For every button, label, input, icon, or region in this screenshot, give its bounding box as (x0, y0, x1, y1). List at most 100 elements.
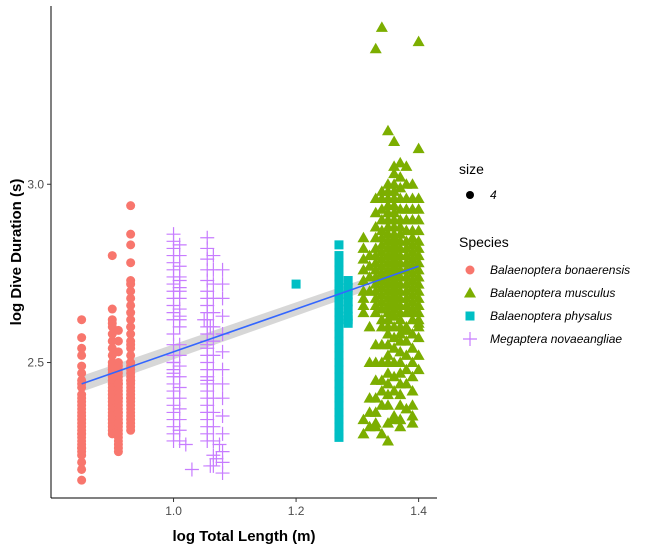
data-point (77, 361, 87, 371)
data-point (406, 267, 419, 278)
data-point (375, 385, 388, 396)
data-point (215, 376, 230, 391)
data-point (406, 295, 419, 307)
x-tick-label: 1.2 (288, 504, 305, 518)
data-point (334, 329, 344, 339)
data-point (334, 322, 344, 332)
data-point (334, 350, 344, 360)
data-point (406, 417, 419, 428)
data-point (126, 308, 136, 318)
data-point (77, 475, 87, 485)
data-point (412, 235, 425, 246)
data-point (375, 303, 388, 314)
data-point (406, 328, 419, 339)
data-point (388, 370, 401, 382)
data-point (357, 242, 370, 253)
data-point (215, 291, 230, 306)
data-point (388, 410, 401, 421)
data-point (77, 333, 87, 343)
data-point (369, 42, 382, 54)
data-point (203, 458, 218, 473)
data-point (412, 263, 425, 275)
data-point (400, 402, 413, 414)
data-point (388, 206, 401, 218)
data-point (184, 462, 199, 477)
data-point (334, 279, 344, 289)
axes-layer (50, 6, 437, 499)
data-point (412, 35, 425, 47)
data-point (334, 358, 344, 368)
data-point (113, 447, 123, 457)
data-point (394, 413, 407, 425)
data-point (388, 303, 401, 314)
data-point (388, 199, 401, 211)
data-point (394, 345, 407, 357)
data-point (394, 367, 407, 378)
species-legend-items: Balaenoptera bonaerensis Balaenoptera mus… (463, 263, 630, 346)
data-point (412, 249, 425, 261)
data-point (291, 279, 301, 289)
data-point (357, 231, 370, 243)
data-point (406, 231, 419, 243)
data-point (375, 21, 388, 32)
data-point (206, 248, 221, 263)
data-point (215, 262, 230, 277)
data-point (215, 409, 230, 423)
size-legend-title: size (459, 161, 484, 177)
data-point (388, 185, 401, 196)
data-point (126, 329, 136, 339)
data-point (206, 348, 221, 363)
data-point (412, 285, 425, 296)
data-point (381, 377, 394, 389)
data-point (126, 201, 136, 211)
data-point (400, 285, 413, 296)
data-point (172, 284, 187, 299)
series-3 (166, 227, 230, 481)
data-point (388, 310, 401, 321)
data-point (343, 276, 353, 286)
data-point (113, 407, 123, 417)
data-point (334, 293, 344, 303)
data-point (334, 386, 344, 396)
data-point (363, 406, 376, 417)
data-point (381, 313, 394, 325)
data-point (394, 356, 407, 368)
data-point (334, 308, 344, 318)
data-point (357, 253, 370, 264)
data-point (394, 313, 407, 325)
data-point (400, 349, 413, 360)
data-point (206, 405, 221, 420)
legend-label: Megaptera novaeangliae (490, 332, 622, 346)
y-tick-label: 3.0 (27, 177, 44, 191)
data-point (369, 206, 382, 218)
data-point (357, 427, 370, 439)
data-point (375, 427, 388, 439)
data-point (126, 322, 136, 332)
series-2 (291, 240, 353, 442)
data-point (400, 249, 413, 261)
data-point (412, 142, 425, 154)
legend-key (463, 332, 477, 346)
legend-label: Balaenoptera musculus (490, 286, 615, 300)
legend-key (465, 265, 475, 275)
data-point (406, 342, 419, 353)
data-point (412, 349, 425, 360)
data-point (334, 422, 344, 432)
regression-line-layer (81, 265, 419, 385)
data-point (343, 283, 353, 293)
data-point (369, 263, 382, 275)
y-axis-title: log Dive Duration (s) (8, 179, 25, 326)
data-point (369, 417, 382, 428)
data-point (357, 306, 370, 318)
data-point (200, 373, 215, 388)
data-point (400, 256, 413, 268)
data-point (412, 331, 425, 343)
data-point (334, 365, 344, 375)
data-point (400, 278, 413, 289)
data-point (126, 293, 136, 303)
data-point (369, 306, 382, 318)
data-point (357, 292, 370, 303)
data-point (369, 278, 382, 289)
data-point (126, 286, 136, 296)
data-point (77, 350, 87, 360)
